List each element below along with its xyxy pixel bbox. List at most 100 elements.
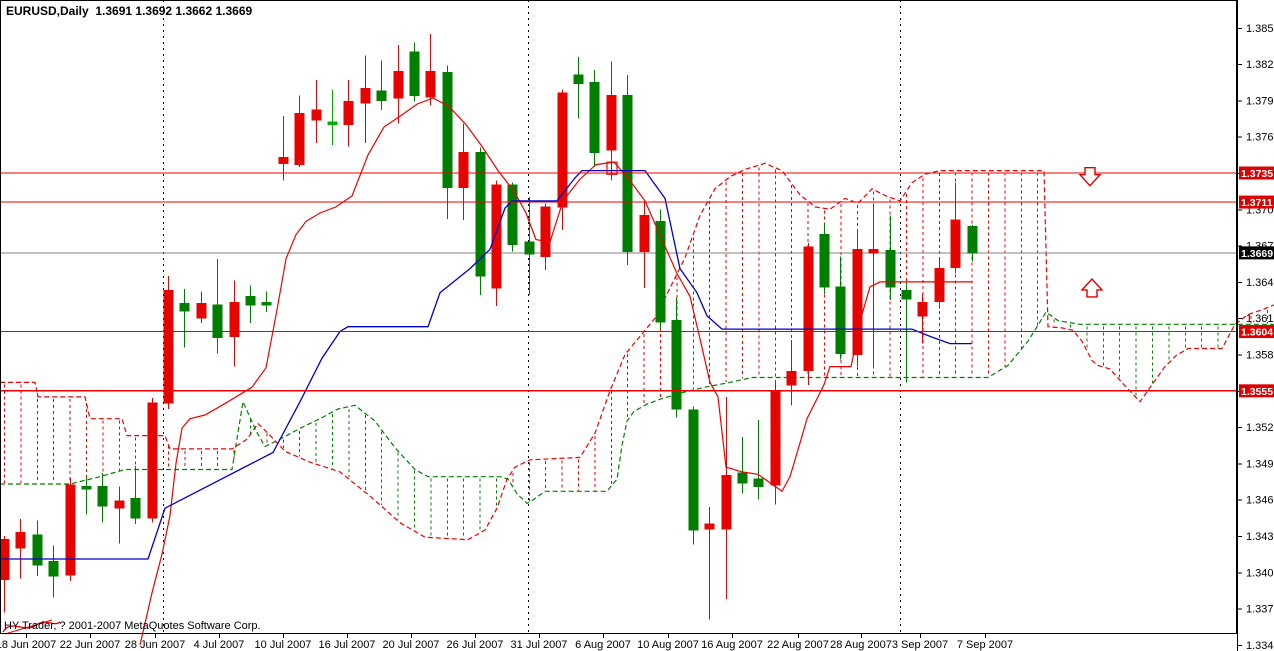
candle-body <box>163 289 174 404</box>
candle-body <box>967 225 978 254</box>
candle-body <box>950 219 961 268</box>
x-axis-date-label[interactable]: 3 Sep 2007 <box>892 639 948 651</box>
x-axis-date-label[interactable]: 28 Jun 2007 <box>125 639 186 651</box>
candle-body <box>425 70 436 98</box>
candle-body <box>622 95 633 253</box>
y-axis-label: 1.3525 <box>1246 422 1274 434</box>
x-axis-date-label[interactable]: 22 Aug 2007 <box>767 639 829 651</box>
candle-body <box>278 156 289 164</box>
candle-body <box>606 95 617 151</box>
hline-price-label-box <box>1239 384 1274 398</box>
candle-body <box>491 184 502 289</box>
candle-body <box>688 409 699 531</box>
candle-body <box>704 523 715 530</box>
candle-body <box>557 92 568 208</box>
hline-price-label-box <box>1239 195 1274 209</box>
candle-body <box>458 151 469 189</box>
chart-title: EURUSD,Daily 1.3691 1.3692 1.3662 1.3669 <box>6 4 253 18</box>
plot-frame <box>0 0 1237 634</box>
candle-body <box>343 101 354 126</box>
candle-body <box>294 113 305 166</box>
y-axis-label: 1.3345 <box>1246 640 1274 651</box>
hline-price-label-text: 1.3555 <box>1241 386 1273 398</box>
x-axis-date-label[interactable]: 7 Sep 2007 <box>957 639 1013 651</box>
kijun-sen-line <box>0 169 972 560</box>
y-axis-label: 1.3855 <box>1246 23 1274 35</box>
x-axis-date-label[interactable]: 16 Aug 2007 <box>701 639 763 651</box>
y-axis-label: 1.3645 <box>1246 277 1274 289</box>
candle-body <box>114 500 125 509</box>
y-axis-label: 1.3765 <box>1246 132 1274 144</box>
up-arrow-icon <box>1080 277 1104 298</box>
candle-body <box>753 478 764 487</box>
candle-body <box>803 246 814 371</box>
x-axis-date-label[interactable]: 6 Aug 2007 <box>575 639 631 651</box>
x-axis-date-label[interactable]: 28 Aug 2007 <box>830 639 892 651</box>
hline-price-label-box <box>1239 166 1274 180</box>
candle-body <box>835 286 846 354</box>
candle-body <box>360 87 371 104</box>
senkou-span-b-line <box>0 311 1274 505</box>
candle-body <box>573 74 584 84</box>
x-axis-date-label[interactable]: 18 Jun 2007 <box>0 639 56 651</box>
candle-body <box>901 289 912 300</box>
candle-body <box>393 70 404 99</box>
candle-body <box>48 560 59 577</box>
candle-body <box>196 303 207 319</box>
x-axis-date-label[interactable]: 26 Jul 2007 <box>447 639 504 651</box>
candle-body <box>737 472 748 484</box>
candle-body <box>540 206 551 258</box>
candle-body <box>376 90 387 101</box>
hline-price-label-box <box>1239 325 1274 339</box>
y-axis-label: 1.3795 <box>1246 95 1274 107</box>
candle-body <box>130 498 141 519</box>
y-axis-label: 1.3375 <box>1246 604 1274 616</box>
candle-body <box>524 241 535 255</box>
x-axis-date-label[interactable]: 16 Jul 2007 <box>319 639 376 651</box>
x-axis-date-label[interactable]: 10 Aug 2007 <box>637 639 699 651</box>
candle-body <box>261 302 272 306</box>
candle-body <box>442 72 453 189</box>
candle-body <box>179 303 190 312</box>
candle-body <box>868 248 879 254</box>
hline-price-label-text: 1.3735 <box>1241 168 1273 180</box>
candle-body <box>81 485 92 490</box>
candle-body <box>32 534 43 566</box>
candle-body <box>97 485 108 507</box>
candle-body <box>229 302 240 337</box>
candle-body <box>852 248 863 356</box>
down-arrow-icon <box>1078 166 1102 187</box>
bid-price-label-box <box>1239 246 1274 260</box>
y-axis-label: 1.3615 <box>1246 313 1274 325</box>
y-axis-label: 1.3585 <box>1246 350 1274 362</box>
watermark-strike-line <box>4 619 53 635</box>
y-axis-label: 1.3825 <box>1246 59 1274 71</box>
candle-body <box>655 220 666 323</box>
candle-body <box>721 475 732 530</box>
candle-body <box>917 302 928 317</box>
candle-body <box>639 214 650 253</box>
bid-price-label-text: 1.3669 <box>1241 248 1273 260</box>
x-axis-date-label[interactable]: 22 Jun 2007 <box>60 639 121 651</box>
x-axis-date-label[interactable]: 10 Jul 2007 <box>255 639 312 651</box>
rectangle-object <box>606 161 618 175</box>
y-axis-label: 1.3465 <box>1246 495 1274 507</box>
x-axis-date-label[interactable]: 4 Jul 2007 <box>194 639 245 651</box>
candle-body <box>819 234 830 288</box>
hline-price-label-text: 1.3711 <box>1241 197 1273 209</box>
x-axis-date-label[interactable]: 20 Jul 2007 <box>383 639 440 651</box>
tenkan-sen-line <box>139 97 972 646</box>
candle-body <box>409 51 420 97</box>
x-axis-date-label[interactable]: 31 Jul 2007 <box>511 639 568 651</box>
y-axis-label: 1.3435 <box>1246 531 1274 543</box>
candle-body <box>65 484 76 576</box>
candle-body <box>327 121 338 126</box>
copyright-watermark: HY Trader, ? 2001-2007 MetaQuotes Softwa… <box>4 620 261 632</box>
candle-body <box>147 402 158 519</box>
candle-body <box>786 370 797 386</box>
candle-body <box>245 295 256 306</box>
candle-body <box>15 531 26 549</box>
